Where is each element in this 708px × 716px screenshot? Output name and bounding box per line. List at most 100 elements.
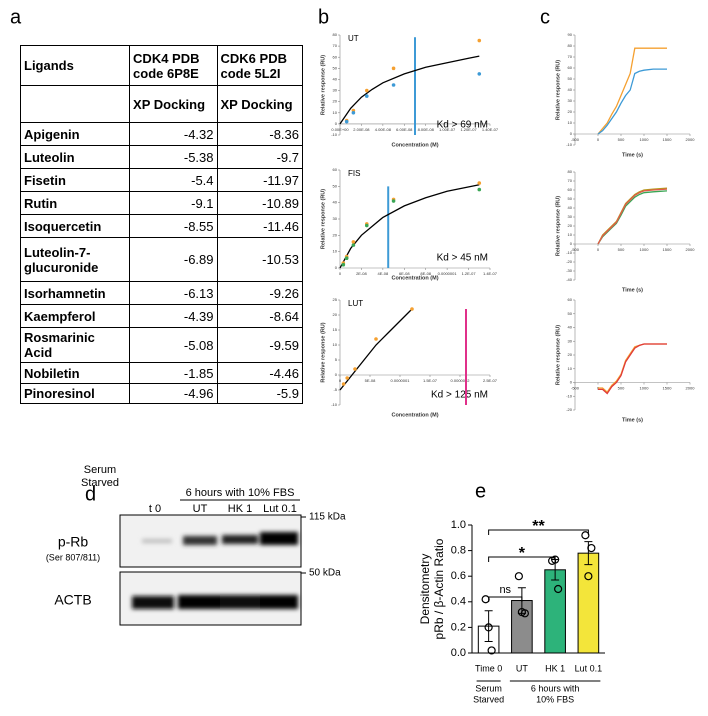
x-tick-label: 1500 bbox=[663, 137, 673, 142]
y-tick-label: 0.8 bbox=[451, 545, 466, 557]
y-tick-label: 0 bbox=[570, 131, 573, 136]
lane-label: t 0 bbox=[149, 503, 161, 515]
y-tick-label: 20 bbox=[568, 223, 573, 228]
cell: Apigenin bbox=[19, 122, 131, 146]
band bbox=[260, 595, 298, 609]
cell: -5.4 bbox=[129, 168, 218, 192]
y-tick-label: 0.2 bbox=[451, 621, 466, 633]
y-tick-label: 80 bbox=[333, 32, 338, 37]
x-tick-label: 0.0000001 bbox=[391, 378, 411, 383]
y-tick-label: 0 bbox=[335, 121, 338, 126]
x-tick-label: 1.40E-07 bbox=[482, 127, 499, 132]
x-tick-label: 0.00E+00 bbox=[331, 127, 349, 132]
error-bar bbox=[484, 610, 493, 642]
y-tick-label: 10 bbox=[568, 120, 573, 125]
cell: -11.97 bbox=[216, 168, 304, 192]
row: Rosmarinic Acid -5.08 -9.59 bbox=[19, 327, 304, 363]
x-tick-label: 500 bbox=[618, 137, 625, 142]
y-tick-label: 30 bbox=[568, 338, 573, 343]
y-tick-label: 10 bbox=[333, 249, 338, 254]
y-tick-label: 0.0 bbox=[451, 647, 466, 659]
significance: * bbox=[519, 545, 526, 562]
y-axis-label: Relative response (RU) bbox=[555, 325, 561, 385]
x-axis-label: Concentration (M) bbox=[391, 275, 438, 281]
y-tick-label: 1.0 bbox=[451, 519, 466, 531]
cell: -1.85 bbox=[129, 362, 218, 384]
point bbox=[477, 187, 482, 192]
row-label: ACTB bbox=[54, 592, 91, 608]
x-tick-label: Lut 0.1 bbox=[575, 663, 603, 673]
y-tick-label: 40 bbox=[333, 200, 338, 205]
point bbox=[391, 83, 396, 87]
point bbox=[484, 623, 493, 632]
y-tick-label: -5 bbox=[333, 387, 337, 392]
point bbox=[410, 307, 414, 311]
x-axis-label: Concentration (M) bbox=[391, 412, 438, 418]
point bbox=[344, 119, 349, 124]
panel-label: b bbox=[318, 6, 329, 28]
y-tick-label: 50 bbox=[568, 76, 573, 81]
cell: -5.08 bbox=[129, 327, 218, 363]
tbody: Apigenin -4.32 -8.36 Luteolin -5.38 -9.7 Fiset… bbox=[19, 122, 304, 404]
x-tick-label: 1.2E-07 bbox=[462, 271, 477, 276]
sensorgram bbox=[597, 188, 668, 245]
x-tick-label: 1.5E-07 bbox=[423, 378, 438, 383]
y-tick-label: -10 bbox=[566, 393, 573, 398]
row: Isorhamnetin -6.13 -9.26 bbox=[19, 281, 304, 305]
th: Ligands bbox=[19, 45, 131, 86]
band bbox=[220, 595, 260, 609]
point bbox=[391, 199, 396, 203]
x-tick-label: 0.0000002 bbox=[451, 378, 471, 383]
bracket bbox=[488, 596, 523, 602]
x-tick-label: 2.5E-07 bbox=[483, 378, 498, 383]
annotation: Kd > 45 nM bbox=[437, 253, 488, 264]
group-label: 10% FBS bbox=[536, 694, 574, 704]
x-tick-label: 2.00E-08 bbox=[353, 127, 370, 132]
x-tick-label: 1500 bbox=[663, 247, 673, 252]
y-tick-label: -10 bbox=[331, 132, 338, 137]
cell: -11.46 bbox=[216, 214, 304, 238]
y-tick-label: 20 bbox=[333, 99, 338, 104]
row: Apigenin -4.32 -8.36 bbox=[19, 122, 304, 146]
y-tick-label: 70 bbox=[568, 178, 573, 183]
x-tick-label: 4.00E-08 bbox=[375, 127, 392, 132]
y-axis-label: Densitometry bbox=[418, 554, 432, 625]
x-tick-label: 0 bbox=[597, 247, 600, 252]
panel-label: d bbox=[85, 483, 96, 505]
x-tick-label: 1000 bbox=[640, 386, 650, 391]
lane-label: HK 1 bbox=[228, 503, 252, 515]
annotation: Kd > 69 nM bbox=[437, 120, 488, 131]
cell: -4.32 bbox=[129, 122, 218, 146]
row: Isoquercetin -8.55 -11.46 bbox=[19, 214, 304, 238]
group-label: Serum bbox=[84, 464, 116, 476]
group-label: Starved bbox=[473, 694, 504, 704]
row: Nobiletin -1.85 -4.46 bbox=[19, 362, 304, 384]
y-tick-label: 0 bbox=[335, 265, 338, 270]
y-tick-label: 0 bbox=[570, 380, 573, 385]
x-tick-label: 2E-08 bbox=[356, 271, 367, 276]
y-axis-label: Relative response (RU) bbox=[320, 55, 326, 115]
x-tick-label: 2000 bbox=[686, 247, 696, 252]
y-tick-label: 30 bbox=[333, 88, 338, 93]
chart-label: UT bbox=[348, 34, 359, 43]
cell: Pinoresinol bbox=[19, 383, 131, 404]
y-tick-label: 40 bbox=[568, 87, 573, 92]
y-tick-label: 0.6 bbox=[451, 570, 466, 582]
point bbox=[364, 94, 369, 98]
y-tick-label: 5 bbox=[335, 357, 338, 362]
bar bbox=[577, 552, 600, 654]
cell: -4.46 bbox=[216, 362, 304, 384]
band bbox=[183, 536, 217, 545]
cell: -6.13 bbox=[129, 281, 218, 305]
y-tick-label: -20 bbox=[566, 407, 573, 412]
fit-curve bbox=[339, 308, 413, 391]
x-tick-label: 0 bbox=[339, 378, 342, 383]
bracket bbox=[488, 556, 556, 562]
y-tick-label: -30 bbox=[566, 268, 573, 273]
cell: -10.53 bbox=[216, 237, 304, 282]
y-tick-label: 10 bbox=[568, 232, 573, 237]
point bbox=[581, 531, 590, 540]
x-tick-label: 1000 bbox=[640, 247, 650, 252]
cell: -4.39 bbox=[129, 304, 218, 328]
